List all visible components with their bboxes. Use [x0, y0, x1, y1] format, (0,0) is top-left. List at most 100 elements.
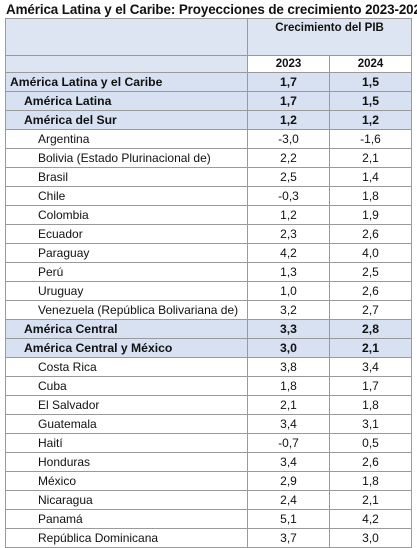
- row-label: Perú: [5, 262, 248, 282]
- table-row: Perú 1,3 2,5: [5, 262, 413, 282]
- row-label: México: [5, 471, 248, 491]
- value-2024: 0,5: [328, 433, 413, 453]
- table-row-group: América Latina y el Caribe 1,7 1,5: [5, 72, 413, 92]
- gdp-growth-table: Crecimiento del PIB 2023 2024 América La…: [5, 18, 413, 548]
- table-row: Cuba 1,8 1,7: [5, 376, 413, 396]
- value-2023: -0,7: [247, 433, 330, 453]
- table-row: Uruguay 1,0 2,6: [5, 281, 413, 301]
- row-label: Guatemala: [5, 414, 248, 434]
- value-2023: 3,4: [247, 452, 330, 472]
- value-2023: 2,3: [247, 224, 330, 244]
- row-label: Panamá: [5, 509, 248, 529]
- value-2024: 2,1: [328, 338, 413, 358]
- table-row: Colombia 1,2 1,9: [5, 205, 413, 225]
- value-2023: 3,8: [247, 357, 330, 377]
- header-row-years: 2023 2024: [5, 55, 413, 73]
- table-row: Chile -0,3 1,8: [5, 186, 413, 206]
- row-label: América Latina y el Caribe: [5, 72, 248, 92]
- row-label: Brasil: [5, 167, 248, 187]
- row-label: América Central: [5, 319, 248, 339]
- table-row: Ecuador 2,3 2,6: [5, 224, 413, 244]
- value-2024: -1,6: [328, 129, 413, 149]
- value-2024: 2,7: [328, 300, 413, 320]
- value-2023: 2,4: [247, 490, 330, 510]
- header-blank-cell: [5, 18, 248, 56]
- value-2024: 3,4: [328, 357, 413, 377]
- row-label: Cuba: [5, 376, 248, 396]
- year-header-2023: 2023: [247, 55, 330, 73]
- value-2024: 1,7: [328, 376, 413, 396]
- value-2023: 2,1: [247, 395, 330, 415]
- row-label: Bolivia (Estado Plurinacional de): [5, 148, 248, 168]
- row-label: América Central y México: [5, 338, 248, 358]
- value-2024: 2,6: [328, 224, 413, 244]
- value-2024: 1,8: [328, 395, 413, 415]
- row-label: Ecuador: [5, 224, 248, 244]
- table-row: México 2,9 1,8: [5, 471, 413, 491]
- table-row: Nicaragua 2,4 2,1: [5, 490, 413, 510]
- value-2024: 4,2: [328, 509, 413, 529]
- value-2024: 4,0: [328, 243, 413, 263]
- value-2023: 3,7: [247, 528, 330, 548]
- value-2023: 5,1: [247, 509, 330, 529]
- value-2024: 1,5: [328, 91, 413, 111]
- table-row: Paraguay 4,2 4,0: [5, 243, 413, 263]
- group-header-gdp-growth: Crecimiento del PIB: [246, 18, 413, 56]
- row-label: Argentina: [5, 129, 248, 149]
- value-2024: 1,9: [328, 205, 413, 225]
- row-label: América Latina: [5, 91, 248, 111]
- row-label: Honduras: [5, 452, 248, 472]
- value-2023: 1,7: [247, 72, 330, 92]
- row-label: Uruguay: [5, 281, 248, 301]
- row-label: Costa Rica: [5, 357, 248, 377]
- value-2023: -3,0: [247, 129, 330, 149]
- value-2024: 2,6: [328, 452, 413, 472]
- value-2024: 1,5: [328, 72, 413, 92]
- value-2023: 2,5: [247, 167, 330, 187]
- row-label: República Dominicana: [5, 528, 248, 548]
- value-2024: 1,8: [328, 186, 413, 206]
- value-2024: 1,4: [328, 167, 413, 187]
- table-row: Venezuela (República Bolivariana de) 3,2 2…: [5, 300, 413, 320]
- row-label: Haití: [5, 433, 248, 453]
- value-2023: 1,8: [247, 376, 330, 396]
- table-row: El Salvador 2,1 1,8: [5, 395, 413, 415]
- table-row: Panamá 5,1 4,2: [5, 509, 413, 529]
- table-row: Guatemala 3,4 3,1: [5, 414, 413, 434]
- value-2023: 1,7: [247, 91, 330, 111]
- table-row-group: América Central y México 3,0 2,1: [5, 338, 413, 358]
- value-2023: 3,0: [247, 338, 330, 358]
- row-label: El Salvador: [5, 395, 248, 415]
- value-2024: 2,5: [328, 262, 413, 282]
- value-2023: 1,3: [247, 262, 330, 282]
- table-title: América Latina y el Caribe: Proyecciones…: [6, 2, 417, 17]
- value-2024: 2,6: [328, 281, 413, 301]
- row-label: América del Sur: [5, 110, 248, 130]
- value-2024: 3,0: [328, 528, 413, 548]
- header-blank-cell: [5, 55, 248, 73]
- value-2023: 2,9: [247, 471, 330, 491]
- value-2024: 3,1: [328, 414, 413, 434]
- header-row-group: Crecimiento del PIB: [5, 18, 413, 56]
- value-2023: 1,2: [247, 110, 330, 130]
- value-2023: 1,0: [247, 281, 330, 301]
- row-label: Paraguay: [5, 243, 248, 263]
- value-2023: 4,2: [247, 243, 330, 263]
- table-row: Argentina -3,0 -1,6: [5, 129, 413, 149]
- table-row: Costa Rica 3,8 3,4: [5, 357, 413, 377]
- table-body: América Latina y el Caribe 1,7 1,5 América …: [5, 72, 413, 548]
- value-2024: 2,8: [328, 319, 413, 339]
- table-row: Bolivia (Estado Plurinacional de) 2,2 2,1: [5, 148, 413, 168]
- table-row: República Dominicana 3,7 3,0: [5, 528, 413, 548]
- table-row-group: América del Sur 1,2 1,2: [5, 110, 413, 130]
- value-2024: 1,2: [328, 110, 413, 130]
- value-2023: 3,2: [247, 300, 330, 320]
- row-label: Chile: [5, 186, 248, 206]
- year-header-2024: 2024: [328, 55, 413, 73]
- table-row-group: América Latina 1,7 1,5: [5, 91, 413, 111]
- table-row: Haití -0,7 0,5: [5, 433, 413, 453]
- row-label: Nicaragua: [5, 490, 248, 510]
- value-2023: 3,3: [247, 319, 330, 339]
- value-2024: 2,1: [328, 148, 413, 168]
- value-2023: 2,2: [247, 148, 330, 168]
